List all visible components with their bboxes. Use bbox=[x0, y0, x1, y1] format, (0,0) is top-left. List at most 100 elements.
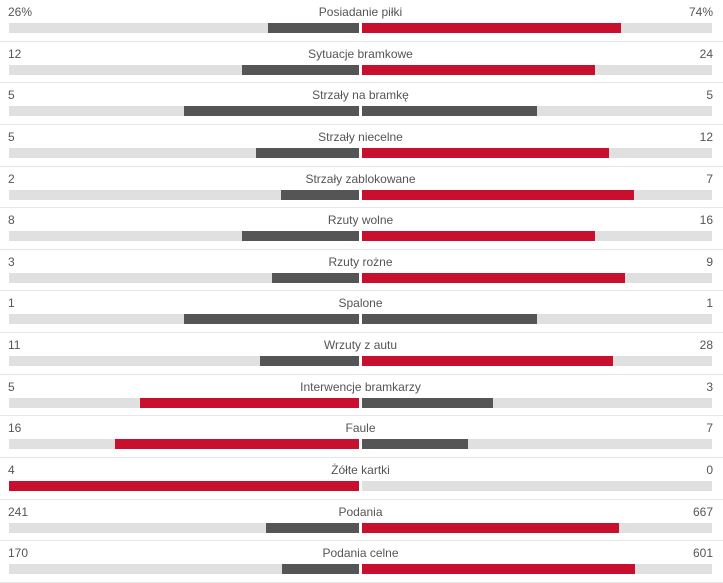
stat-row-4: 5 Strzały niecelne 12 bbox=[0, 125, 723, 167]
home-bar-track bbox=[9, 356, 359, 366]
home-bar-track bbox=[9, 439, 359, 450]
away-bar-fill bbox=[362, 564, 635, 575]
away-bar-track bbox=[362, 272, 712, 283]
home-bar-track bbox=[9, 314, 359, 325]
away-bar-track bbox=[362, 23, 712, 33]
away-bar-track bbox=[362, 439, 712, 450]
home-bar-fill bbox=[268, 23, 359, 33]
stat-row-12: 4 Żółte kartki 0 bbox=[0, 458, 723, 500]
home-bar-track bbox=[9, 397, 359, 408]
away-bar-track bbox=[362, 189, 712, 200]
away-bar-fill bbox=[362, 439, 469, 450]
stat-header: 16 Faule 7 bbox=[8, 420, 713, 436]
home-value: 241 bbox=[8, 504, 29, 519]
away-bar-fill bbox=[362, 522, 620, 533]
stat-label: Strzały niecelne bbox=[318, 129, 403, 144]
home-bar-track bbox=[9, 231, 359, 242]
away-value: 12 bbox=[699, 129, 713, 144]
stat-label: Rzuty wolne bbox=[327, 213, 394, 228]
stat-header: 2 Strzały zablokowane 7 bbox=[8, 171, 713, 187]
stat-label: Podania bbox=[338, 504, 383, 519]
away-bar-fill bbox=[362, 397, 494, 408]
home-bar-track bbox=[9, 272, 359, 283]
home-bar-fill bbox=[184, 314, 359, 325]
home-bar-fill bbox=[115, 439, 359, 450]
stat-header: 241 Podania 667 bbox=[8, 504, 713, 520]
stat-label: Żółte kartki bbox=[331, 462, 390, 477]
away-bar-track bbox=[362, 231, 712, 242]
stat-label: Wrzuty z autu bbox=[323, 338, 398, 352]
home-bar-track bbox=[9, 564, 359, 575]
home-value: 5 bbox=[8, 88, 15, 103]
stat-header: 3 Rzuty rożne 9 bbox=[8, 254, 713, 270]
away-bar-fill bbox=[362, 106, 537, 117]
stat-label: Podania celne bbox=[322, 546, 399, 561]
away-value: 3 bbox=[706, 379, 713, 394]
home-bar-fill bbox=[242, 64, 359, 75]
home-value: 5 bbox=[8, 379, 15, 394]
stat-header: 170 Podania celne 601 bbox=[8, 545, 713, 561]
stat-label: Spalone bbox=[338, 296, 383, 311]
home-bar-track bbox=[9, 106, 359, 117]
away-bar-fill bbox=[362, 147, 610, 158]
home-value: 2 bbox=[8, 171, 15, 186]
stat-label: Sytuacje bramkowe bbox=[308, 46, 413, 61]
home-bar-fill bbox=[281, 189, 359, 200]
away-value: 0 bbox=[706, 462, 713, 477]
stat-row-7: 3 Rzuty rożne 9 bbox=[0, 250, 723, 292]
stat-row-11: 16 Faule 7 bbox=[0, 416, 723, 458]
away-bar-fill bbox=[362, 189, 635, 200]
home-value: 3 bbox=[8, 254, 15, 269]
home-bar-fill bbox=[256, 147, 359, 158]
stat-row-2: 12 Sytuacje bramkowe 24 bbox=[0, 42, 723, 84]
home-value: 170 bbox=[8, 546, 29, 561]
away-value: 28 bbox=[699, 338, 713, 352]
stat-header: 8 Rzuty wolne 16 bbox=[8, 212, 713, 228]
home-value: 11 bbox=[8, 338, 21, 352]
stat-header: 11 Wrzuty z autu 28 bbox=[8, 337, 713, 353]
stat-row-5: 2 Strzały zablokowane 7 bbox=[0, 167, 723, 209]
away-bar-fill bbox=[362, 64, 596, 75]
stat-row-6: 8 Rzuty wolne 16 bbox=[0, 208, 723, 250]
home-bar-fill bbox=[260, 356, 359, 366]
away-value: 9 bbox=[706, 254, 713, 269]
away-value: 667 bbox=[692, 504, 713, 519]
home-bar-track bbox=[9, 480, 359, 491]
home-bar-track bbox=[9, 64, 359, 75]
home-bar-track bbox=[9, 522, 359, 533]
home-bar-fill bbox=[282, 564, 359, 575]
away-bar-track bbox=[362, 564, 712, 575]
away-bar-track bbox=[362, 106, 712, 117]
stat-label: Strzały na bramkę bbox=[312, 88, 409, 103]
home-value: 26% bbox=[8, 5, 33, 19]
stat-label: Faule bbox=[345, 421, 376, 436]
stat-header: 1 Spalone 1 bbox=[8, 295, 713, 311]
home-bar-fill bbox=[9, 480, 359, 491]
away-bar-track bbox=[362, 480, 712, 491]
away-bar-fill bbox=[362, 314, 537, 325]
home-bar-track bbox=[9, 23, 359, 33]
stat-row-10: 5 Interwencje bramkarzy 3 bbox=[0, 375, 723, 417]
stat-row-1: 26% Posiadanie piłki 74% bbox=[0, 0, 723, 42]
away-bar-track bbox=[362, 397, 712, 408]
stat-row-3: 5 Strzały na bramkę 5 bbox=[0, 83, 723, 125]
stat-header: 4 Żółte kartki 0 bbox=[8, 462, 713, 478]
stat-label: Strzały zablokowane bbox=[305, 171, 416, 186]
stat-header: 5 Strzały niecelne 12 bbox=[8, 129, 713, 145]
stat-header: 5 Interwencje bramkarzy 3 bbox=[8, 379, 713, 395]
away-value: 5 bbox=[706, 88, 713, 103]
away-bar-track bbox=[362, 522, 712, 533]
away-value: 16 bbox=[699, 213, 713, 228]
away-bar-fill bbox=[362, 356, 614, 366]
home-bar-fill bbox=[140, 397, 359, 408]
away-bar-track bbox=[362, 356, 712, 366]
away-value: 7 bbox=[706, 171, 713, 186]
stat-label: Posiadanie piłki bbox=[318, 5, 403, 19]
away-bar-track bbox=[362, 64, 712, 75]
home-bar-fill bbox=[242, 231, 359, 242]
stat-header: 5 Strzały na bramkę 5 bbox=[8, 87, 713, 103]
stat-header: 26% Posiadanie piłki 74% bbox=[8, 4, 713, 20]
stat-row-13: 241 Podania 667 bbox=[0, 500, 723, 542]
home-bar-track bbox=[9, 147, 359, 158]
